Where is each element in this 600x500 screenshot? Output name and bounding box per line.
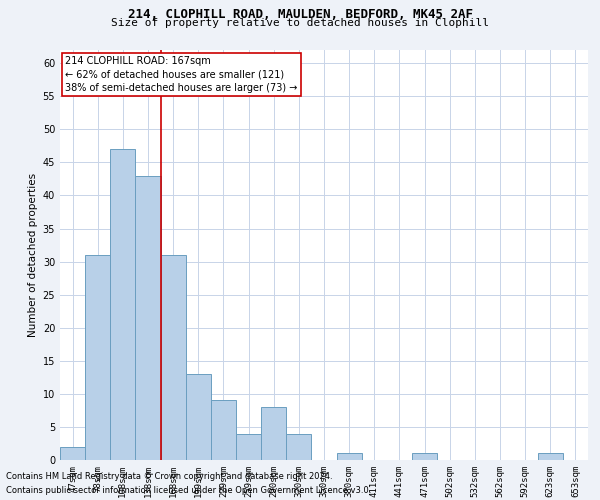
Bar (236, 434, 261, 460)
Bar (261, 407, 286, 460)
Bar (211, 400, 236, 460)
Bar (337, 454, 362, 460)
Bar (538, 454, 563, 460)
Text: 214, CLOPHILL ROAD, MAULDEN, BEDFORD, MK45 2AF: 214, CLOPHILL ROAD, MAULDEN, BEDFORD, MK… (128, 8, 473, 20)
Text: Contains public sector information licensed under the Open Government Licence v3: Contains public sector information licen… (6, 486, 371, 495)
Bar (85, 255, 110, 460)
Bar (110, 149, 136, 460)
Bar (186, 374, 211, 460)
Bar (136, 176, 161, 460)
Bar (161, 255, 186, 460)
Text: Size of property relative to detached houses in Clophill: Size of property relative to detached ho… (111, 18, 489, 28)
Text: 214 CLOPHILL ROAD: 167sqm
← 62% of detached houses are smaller (121)
38% of semi: 214 CLOPHILL ROAD: 167sqm ← 62% of detac… (65, 56, 298, 92)
Text: Contains HM Land Registry data © Crown copyright and database right 2024.: Contains HM Land Registry data © Crown c… (6, 472, 332, 481)
Y-axis label: Number of detached properties: Number of detached properties (28, 173, 38, 337)
Bar (412, 454, 437, 460)
Bar (286, 434, 311, 460)
Bar (60, 447, 85, 460)
